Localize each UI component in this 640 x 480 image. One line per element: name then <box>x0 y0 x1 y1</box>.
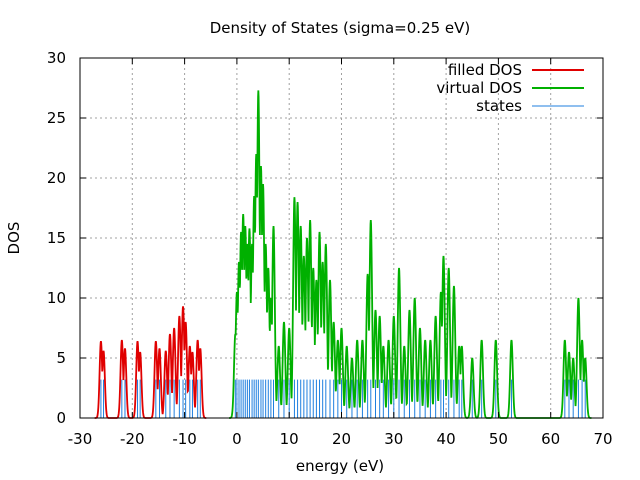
x-tick-label: 60 <box>541 430 560 448</box>
x-tick-label: 30 <box>384 430 403 448</box>
states-series <box>100 379 586 418</box>
y-tick-label: 20 <box>47 169 66 187</box>
y-tick-label: 15 <box>47 229 66 247</box>
legend: filled DOS virtual DOS states <box>436 61 584 115</box>
y-tick-label: 5 <box>56 349 66 367</box>
x-tick-label: 20 <box>332 430 351 448</box>
legend-filled-label: filled DOS <box>448 61 522 79</box>
y-tick-label: 0 <box>56 409 66 427</box>
x-tick-label: 10 <box>280 430 299 448</box>
axis-ticks: -30 -20 -10 0 10 20 30 40 50 60 70 0 5 10 15 20 25 30 <box>47 49 613 448</box>
x-tick-label: -30 <box>68 430 93 448</box>
x-tick-label: -10 <box>172 430 197 448</box>
x-axis-label: energy (eV) <box>296 457 384 475</box>
legend-virtual-label: virtual DOS <box>436 79 522 97</box>
x-tick-label: 50 <box>489 430 508 448</box>
x-tick-label: 70 <box>593 430 612 448</box>
x-tick-label: -20 <box>120 430 145 448</box>
y-axis-label: DOS <box>5 222 23 255</box>
virtual-dos-line <box>229 90 592 419</box>
chart-title: Density of States (sigma=0.25 eV) <box>210 19 471 37</box>
grid <box>80 58 603 418</box>
x-tick-label: 0 <box>232 430 242 448</box>
y-tick-label: 30 <box>47 49 66 67</box>
virtual-dos-series <box>229 90 592 419</box>
x-tick-label: 40 <box>437 430 456 448</box>
legend-states-label: states <box>476 97 522 115</box>
y-tick-label: 10 <box>47 289 66 307</box>
y-tick-label: 25 <box>47 109 66 127</box>
